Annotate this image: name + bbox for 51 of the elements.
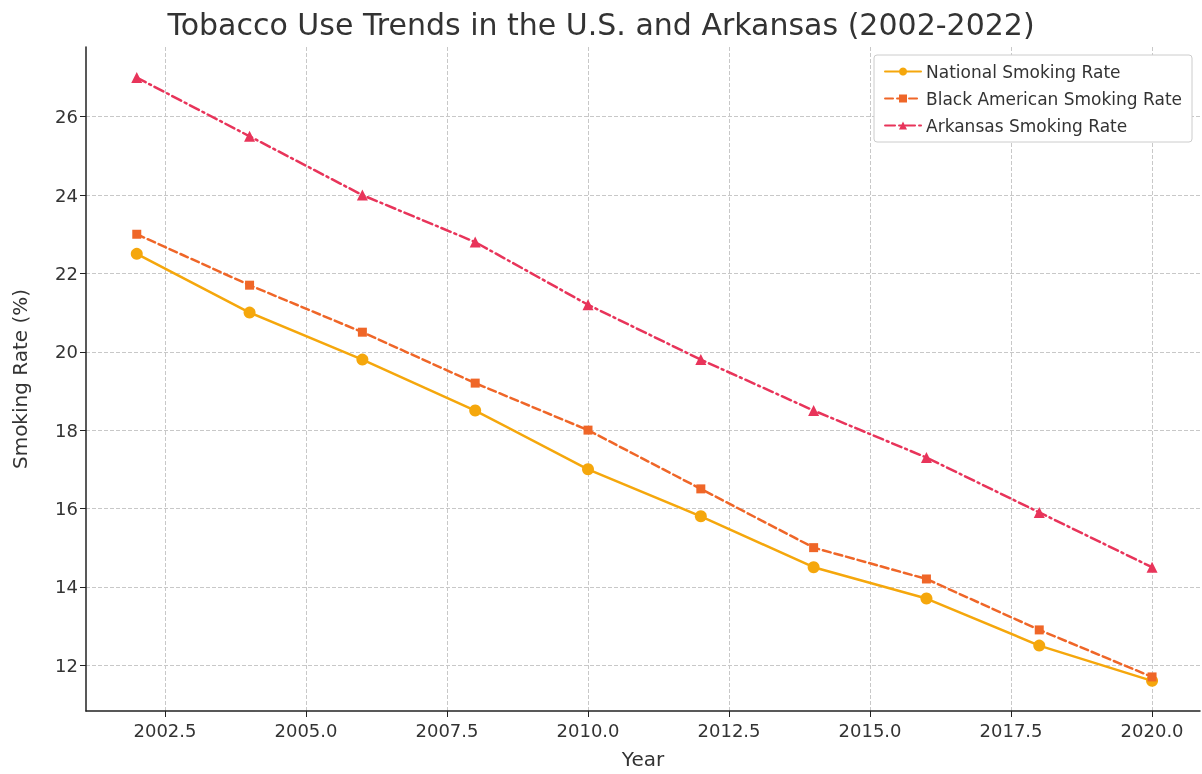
legend-label: National Smoking Rate [926,61,1121,82]
legend-label: Black American Smoking Rate [926,88,1183,109]
x-tick-label: 2007.5 [415,719,479,741]
x-axis-title: Year [620,747,665,771]
y-tick-label: 18 [55,419,78,441]
y-tick-label: 14 [55,576,78,598]
chart-title: Tobacco Use Trends in the U.S. and Arkansas (2002-2022) [166,6,1035,42]
point [582,463,595,476]
y-axis-title: Smoking Rate (%) [8,288,32,470]
point [583,425,593,435]
point [245,280,255,290]
point [694,510,707,523]
point [695,354,707,366]
point [130,247,143,260]
y-tick-label: 12 [55,654,78,676]
x-tick-label: 2005.0 [274,719,338,741]
point [469,236,481,248]
point [921,574,931,584]
point [243,306,256,319]
point [920,452,932,464]
point [131,72,143,84]
point [356,353,369,366]
x-tick-label: 2017.5 [979,719,1043,741]
point [696,484,706,494]
point [357,327,367,337]
y-tick-label: 22 [55,262,78,284]
y-tick-label: 20 [55,341,78,363]
point [1034,625,1044,635]
point [244,130,256,142]
point [132,229,142,239]
point [1147,672,1157,682]
y-tick-label: 26 [55,106,78,128]
y-tick-label: 16 [55,497,78,519]
point [920,592,933,605]
x-tick-label: 2020.0 [1120,719,1184,741]
point [809,543,819,553]
x-tick-label: 2010.0 [556,719,620,741]
point [807,561,820,574]
x-tick-label: 2012.5 [697,719,761,741]
point [1033,506,1045,518]
y-tick-label: 24 [55,184,78,206]
x-tick-label: 2015.0 [838,719,902,741]
point [469,404,482,417]
point [808,405,820,417]
point [1033,639,1046,652]
point [1146,561,1158,573]
x-tick-label: 2002.5 [133,719,197,741]
point [582,299,594,311]
legend-label: Arkansas Smoking Rate [926,115,1128,136]
point [356,189,368,201]
point [470,378,480,388]
